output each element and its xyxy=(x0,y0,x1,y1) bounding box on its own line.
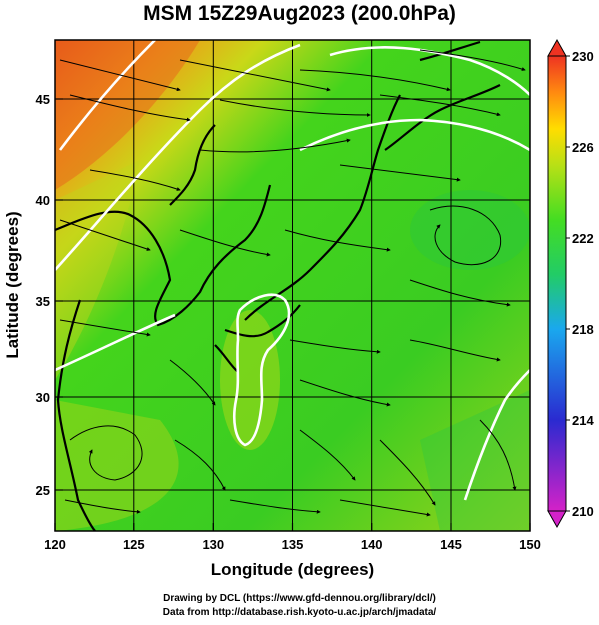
credit-drawing: Drawing by DCL (https://www.gfd-dennou.o… xyxy=(163,593,436,604)
x-tick-label: 145 xyxy=(440,537,462,552)
contour-lines xyxy=(55,40,530,501)
colorbar-tick: 226 xyxy=(572,140,594,155)
credit-data: Data from http://database.rish.kyoto-u.a… xyxy=(162,607,437,618)
y-tick-label: 30 xyxy=(36,390,50,405)
colorbar-tick: 222 xyxy=(572,231,594,246)
colorbar-tick: 230 xyxy=(572,49,594,64)
x-tick-label: 130 xyxy=(202,537,224,552)
grid-lines xyxy=(55,40,530,531)
y-tick-label: 45 xyxy=(36,92,50,107)
x-tick-label: 120 xyxy=(44,537,66,552)
y-tick-label: 25 xyxy=(36,483,50,498)
x-axis: 120 125 130 135 140 145 150 Longitude (d… xyxy=(44,523,541,579)
y-axis-label: Latitude (degrees) xyxy=(3,211,22,358)
colorbar-tick: 210 xyxy=(572,504,594,519)
x-tick-label: 150 xyxy=(519,537,541,552)
y-tick-label: 40 xyxy=(36,193,50,208)
map-title: MSM 15Z29Aug2023 (200.0hPa) xyxy=(143,2,456,25)
x-axis-label: Longitude (degrees) xyxy=(211,560,374,579)
streamlines xyxy=(59,49,526,517)
x-tick-label: 125 xyxy=(123,537,145,552)
y-axis: 45 40 35 30 25 Latitude (degrees) xyxy=(3,92,63,498)
colorbar-tick: 218 xyxy=(572,322,594,337)
colorbar: 230 226 222 218 214 210 xyxy=(547,38,594,529)
x-tick-label: 140 xyxy=(361,537,383,552)
x-tick-label: 135 xyxy=(282,537,304,552)
y-tick-label: 35 xyxy=(36,294,50,309)
colorbar-tick: 214 xyxy=(572,413,594,428)
